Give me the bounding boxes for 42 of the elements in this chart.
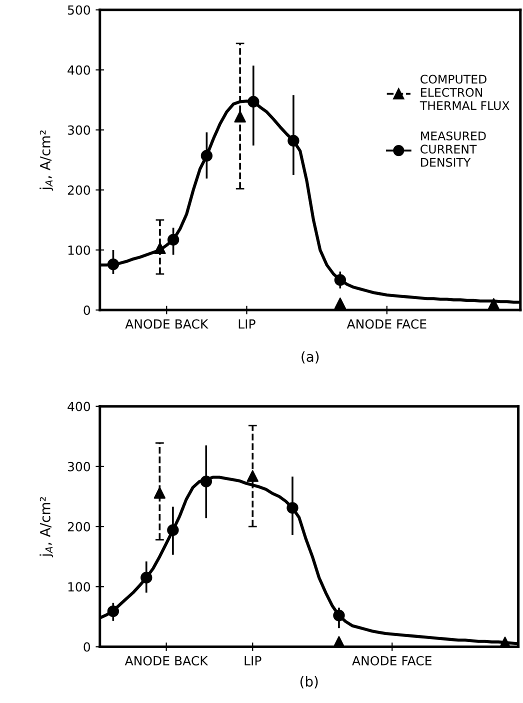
legend-label: MEASURED CURRENT DENSITY bbox=[420, 131, 486, 167]
point bbox=[107, 258, 120, 270]
y-axis-title: j$_{A}$, A/cm² bbox=[40, 497, 54, 558]
point bbox=[154, 242, 166, 254]
x-tick-label: ANODE BACK bbox=[124, 656, 208, 666]
point bbox=[288, 134, 300, 147]
x-tick-label: ANODE BACK bbox=[125, 319, 208, 329]
point bbox=[140, 572, 152, 584]
y-tick-label: 400 bbox=[68, 402, 90, 412]
point bbox=[234, 110, 246, 123]
y-tick-label: 200 bbox=[68, 522, 90, 532]
point bbox=[200, 476, 212, 488]
y-tick-label: 300 bbox=[68, 462, 90, 472]
point bbox=[107, 605, 120, 618]
point bbox=[167, 524, 179, 536]
y-tick-label: 100 bbox=[68, 582, 90, 592]
x-tick-label: ANODE FACE bbox=[352, 656, 432, 666]
y-tick-label: 0 bbox=[84, 642, 90, 652]
point bbox=[286, 502, 298, 514]
y-tick-label: 400 bbox=[68, 65, 90, 75]
point bbox=[167, 234, 180, 246]
point bbox=[154, 487, 166, 499]
x-tick-label: LIP bbox=[244, 656, 262, 666]
point bbox=[334, 298, 346, 310]
point bbox=[200, 150, 213, 162]
y-tick-label: 0 bbox=[84, 305, 90, 315]
y-tick-label: 100 bbox=[68, 245, 90, 255]
y-tick-label: 200 bbox=[68, 185, 90, 195]
point bbox=[334, 274, 346, 286]
y-tick-label: 500 bbox=[68, 5, 90, 15]
y-axis-title: j$_{A}$, A/cm² bbox=[40, 130, 54, 191]
point bbox=[246, 470, 258, 482]
point bbox=[488, 298, 500, 310]
x-tick-label: LIP bbox=[238, 319, 256, 329]
legend-label: COMPUTED ELECTRON THERMAL FLUX bbox=[420, 74, 510, 110]
text: (a) bbox=[302, 351, 319, 364]
point bbox=[333, 636, 345, 647]
text: (b) bbox=[300, 676, 318, 688]
y-tick-label: 300 bbox=[68, 125, 90, 135]
point bbox=[333, 610, 345, 622]
x-tick-label: ANODE FACE bbox=[346, 319, 426, 329]
point bbox=[248, 96, 260, 108]
